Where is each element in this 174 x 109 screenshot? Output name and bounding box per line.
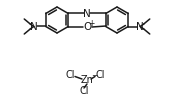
Text: Zn: Zn [81, 75, 93, 85]
Text: Cl: Cl [95, 70, 105, 80]
Text: Cl: Cl [79, 86, 89, 96]
Text: Cl: Cl [65, 70, 75, 80]
Text: O: O [83, 21, 91, 32]
Text: N: N [136, 21, 144, 32]
Text: −: − [91, 72, 97, 81]
Text: N: N [83, 9, 91, 19]
Text: +: + [89, 19, 95, 27]
Text: N: N [30, 21, 38, 32]
